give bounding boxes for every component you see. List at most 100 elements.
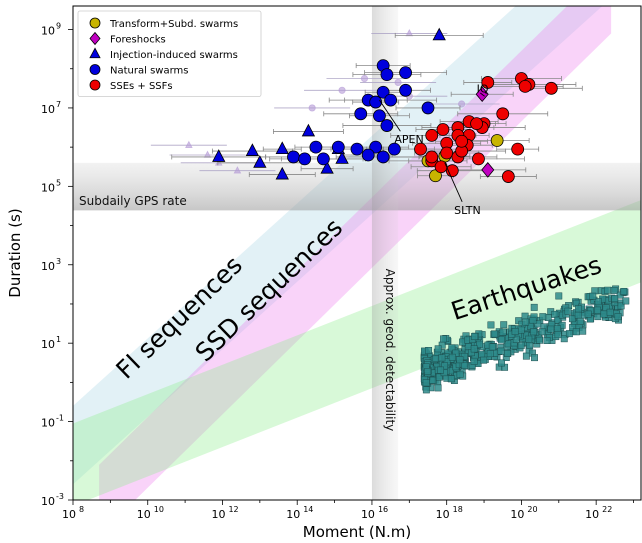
point-circle (384, 93, 398, 107)
legend-marker (89, 47, 101, 59)
y-tick-label: 10 (41, 338, 55, 351)
point-circle (376, 150, 390, 164)
earthquake-point (584, 310, 592, 318)
legend-marker (89, 64, 101, 75)
point-circle (425, 150, 439, 164)
earthquake-point (498, 359, 505, 367)
x-tick-exponent: 12 (228, 505, 238, 514)
point-circle (496, 107, 510, 121)
plot-frame (72, 5, 642, 501)
earthquake-point (425, 347, 433, 354)
earthquake-point (488, 343, 496, 351)
earthquake-point (511, 328, 519, 335)
ghost-point (360, 74, 369, 83)
legend-label: Foreshocks (110, 35, 166, 46)
point-triangle (275, 141, 289, 155)
earthquake-point (539, 313, 547, 321)
y-tick-label: 10 (41, 417, 55, 430)
earthquake-point (522, 352, 530, 360)
point-circle (387, 142, 401, 156)
point-circle (434, 160, 448, 174)
point-circle (414, 142, 427, 156)
y-tick-label: 10 (41, 495, 55, 508)
earthquake-point (434, 384, 442, 392)
ghost-point (184, 140, 193, 148)
earthquake-point (555, 292, 563, 300)
x-tick-label: 10 (361, 508, 375, 521)
point-circle (298, 152, 312, 166)
x-tick-label: 10 (137, 508, 151, 521)
legend-marker (89, 79, 101, 91)
earthquake-point (438, 354, 446, 362)
x-tick-label: 10 (436, 508, 450, 521)
earthquake-point (600, 310, 608, 318)
y-tick-exponent: 5 (56, 178, 61, 187)
earthquake-point (576, 317, 584, 325)
data-points (171, 27, 583, 183)
annotation: SLTN (454, 204, 481, 217)
earthquake-point (464, 343, 472, 351)
point-circle (287, 150, 300, 164)
point-circle (309, 140, 323, 154)
earthquake-point (525, 335, 533, 343)
x-tick-label: 10 (510, 508, 524, 521)
annotation-arrow (480, 92, 485, 97)
earthquake-point (558, 321, 566, 329)
y-tick-exponent: -1 (56, 414, 64, 423)
earthquake-point (471, 333, 479, 340)
regions-layer (73, 6, 641, 500)
ghost-point (233, 166, 242, 174)
point-triangle (432, 27, 446, 41)
earthquake-point (610, 286, 618, 294)
legend-box (77, 10, 262, 97)
y-tick-exponent: 1 (56, 335, 61, 344)
x-tick-exponent: 18 (453, 505, 463, 514)
earthquake-points (420, 285, 630, 394)
x-tick-exponent: 8 (79, 505, 84, 514)
earthquake-point (486, 350, 494, 358)
legend-label: SSEs + SSFs (110, 81, 173, 92)
point-circle (481, 76, 495, 89)
x-axis-label: Moment (N.m) (303, 523, 411, 541)
earthquake-point (565, 330, 573, 338)
faded-points (150, 28, 500, 174)
point-circle (501, 170, 515, 183)
earthquake-point (487, 321, 495, 329)
earthquake-point (530, 303, 538, 311)
earthquake-point (504, 349, 511, 357)
earthquake-point (526, 341, 534, 349)
earthquake-point (572, 328, 580, 336)
y-tick-label: 10 (41, 25, 55, 38)
band-0 (73, 6, 603, 485)
annotation: IQ (477, 82, 489, 95)
x-tick-exponent: 20 (527, 505, 537, 514)
earthquake-point (551, 310, 559, 318)
x-tick-exponent: 10 (154, 505, 164, 514)
point-circle (421, 101, 435, 115)
y-tick-label: 10 (41, 103, 55, 116)
legend-label: Transform+Subd. swarms (109, 19, 238, 30)
point-triangle (212, 149, 226, 162)
legend-marker (89, 17, 101, 29)
ghost-point (458, 100, 466, 108)
point-circle (369, 140, 383, 154)
gps-rate-region (73, 162, 641, 211)
earthquake-point (437, 366, 444, 374)
x-tick-label: 10 (585, 508, 599, 521)
point-circle (373, 109, 386, 123)
x-tick-exponent: 22 (602, 505, 612, 514)
point-circle (518, 79, 532, 93)
earthquake-point (422, 386, 430, 394)
earthquake-point (529, 317, 537, 325)
point-circle (544, 81, 558, 95)
earthquake-point (530, 328, 538, 336)
band-2 (73, 200, 641, 500)
earthquake-point (448, 353, 456, 361)
point-triangle (335, 151, 349, 164)
point-circle (470, 117, 483, 131)
x-tick-exponent: 14 (303, 505, 313, 514)
earthquake-point (543, 337, 551, 344)
point-circle (331, 140, 345, 154)
